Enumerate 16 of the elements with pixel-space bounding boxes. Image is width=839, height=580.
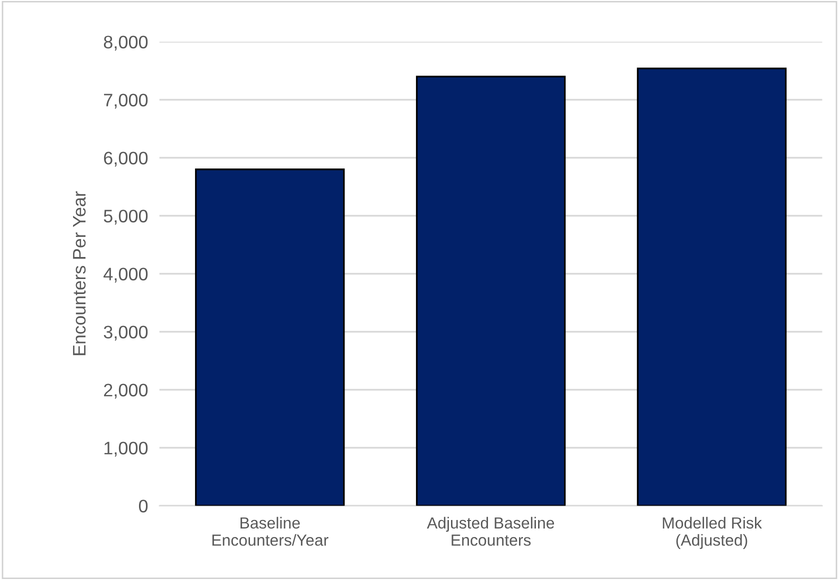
x-tick-label: Baseline Encounters/Year [212,516,328,546]
y-tick-label: 4,000 [104,268,148,283]
y-tick-label: 7,000 [104,94,148,109]
y-tick-label: 5,000 [104,210,148,225]
y-tick-label: 0 [138,500,148,512]
bar [416,76,566,506]
x-tick-label: Adjusted Baseline Encounters [426,516,554,546]
y-tick-label: 6,000 [104,152,148,167]
y-axis-title: Encounters Per Year [73,191,86,356]
bar [636,68,787,506]
y-tick-label: 1,000 [104,442,148,457]
y-tick-label: 8,000 [104,36,148,51]
y-tick-label: 3,000 [104,326,148,341]
bar [195,168,345,506]
y-tick-label: 2,000 [104,384,148,399]
x-tick-label: Modelled Risk (Adjusted) [662,516,762,549]
